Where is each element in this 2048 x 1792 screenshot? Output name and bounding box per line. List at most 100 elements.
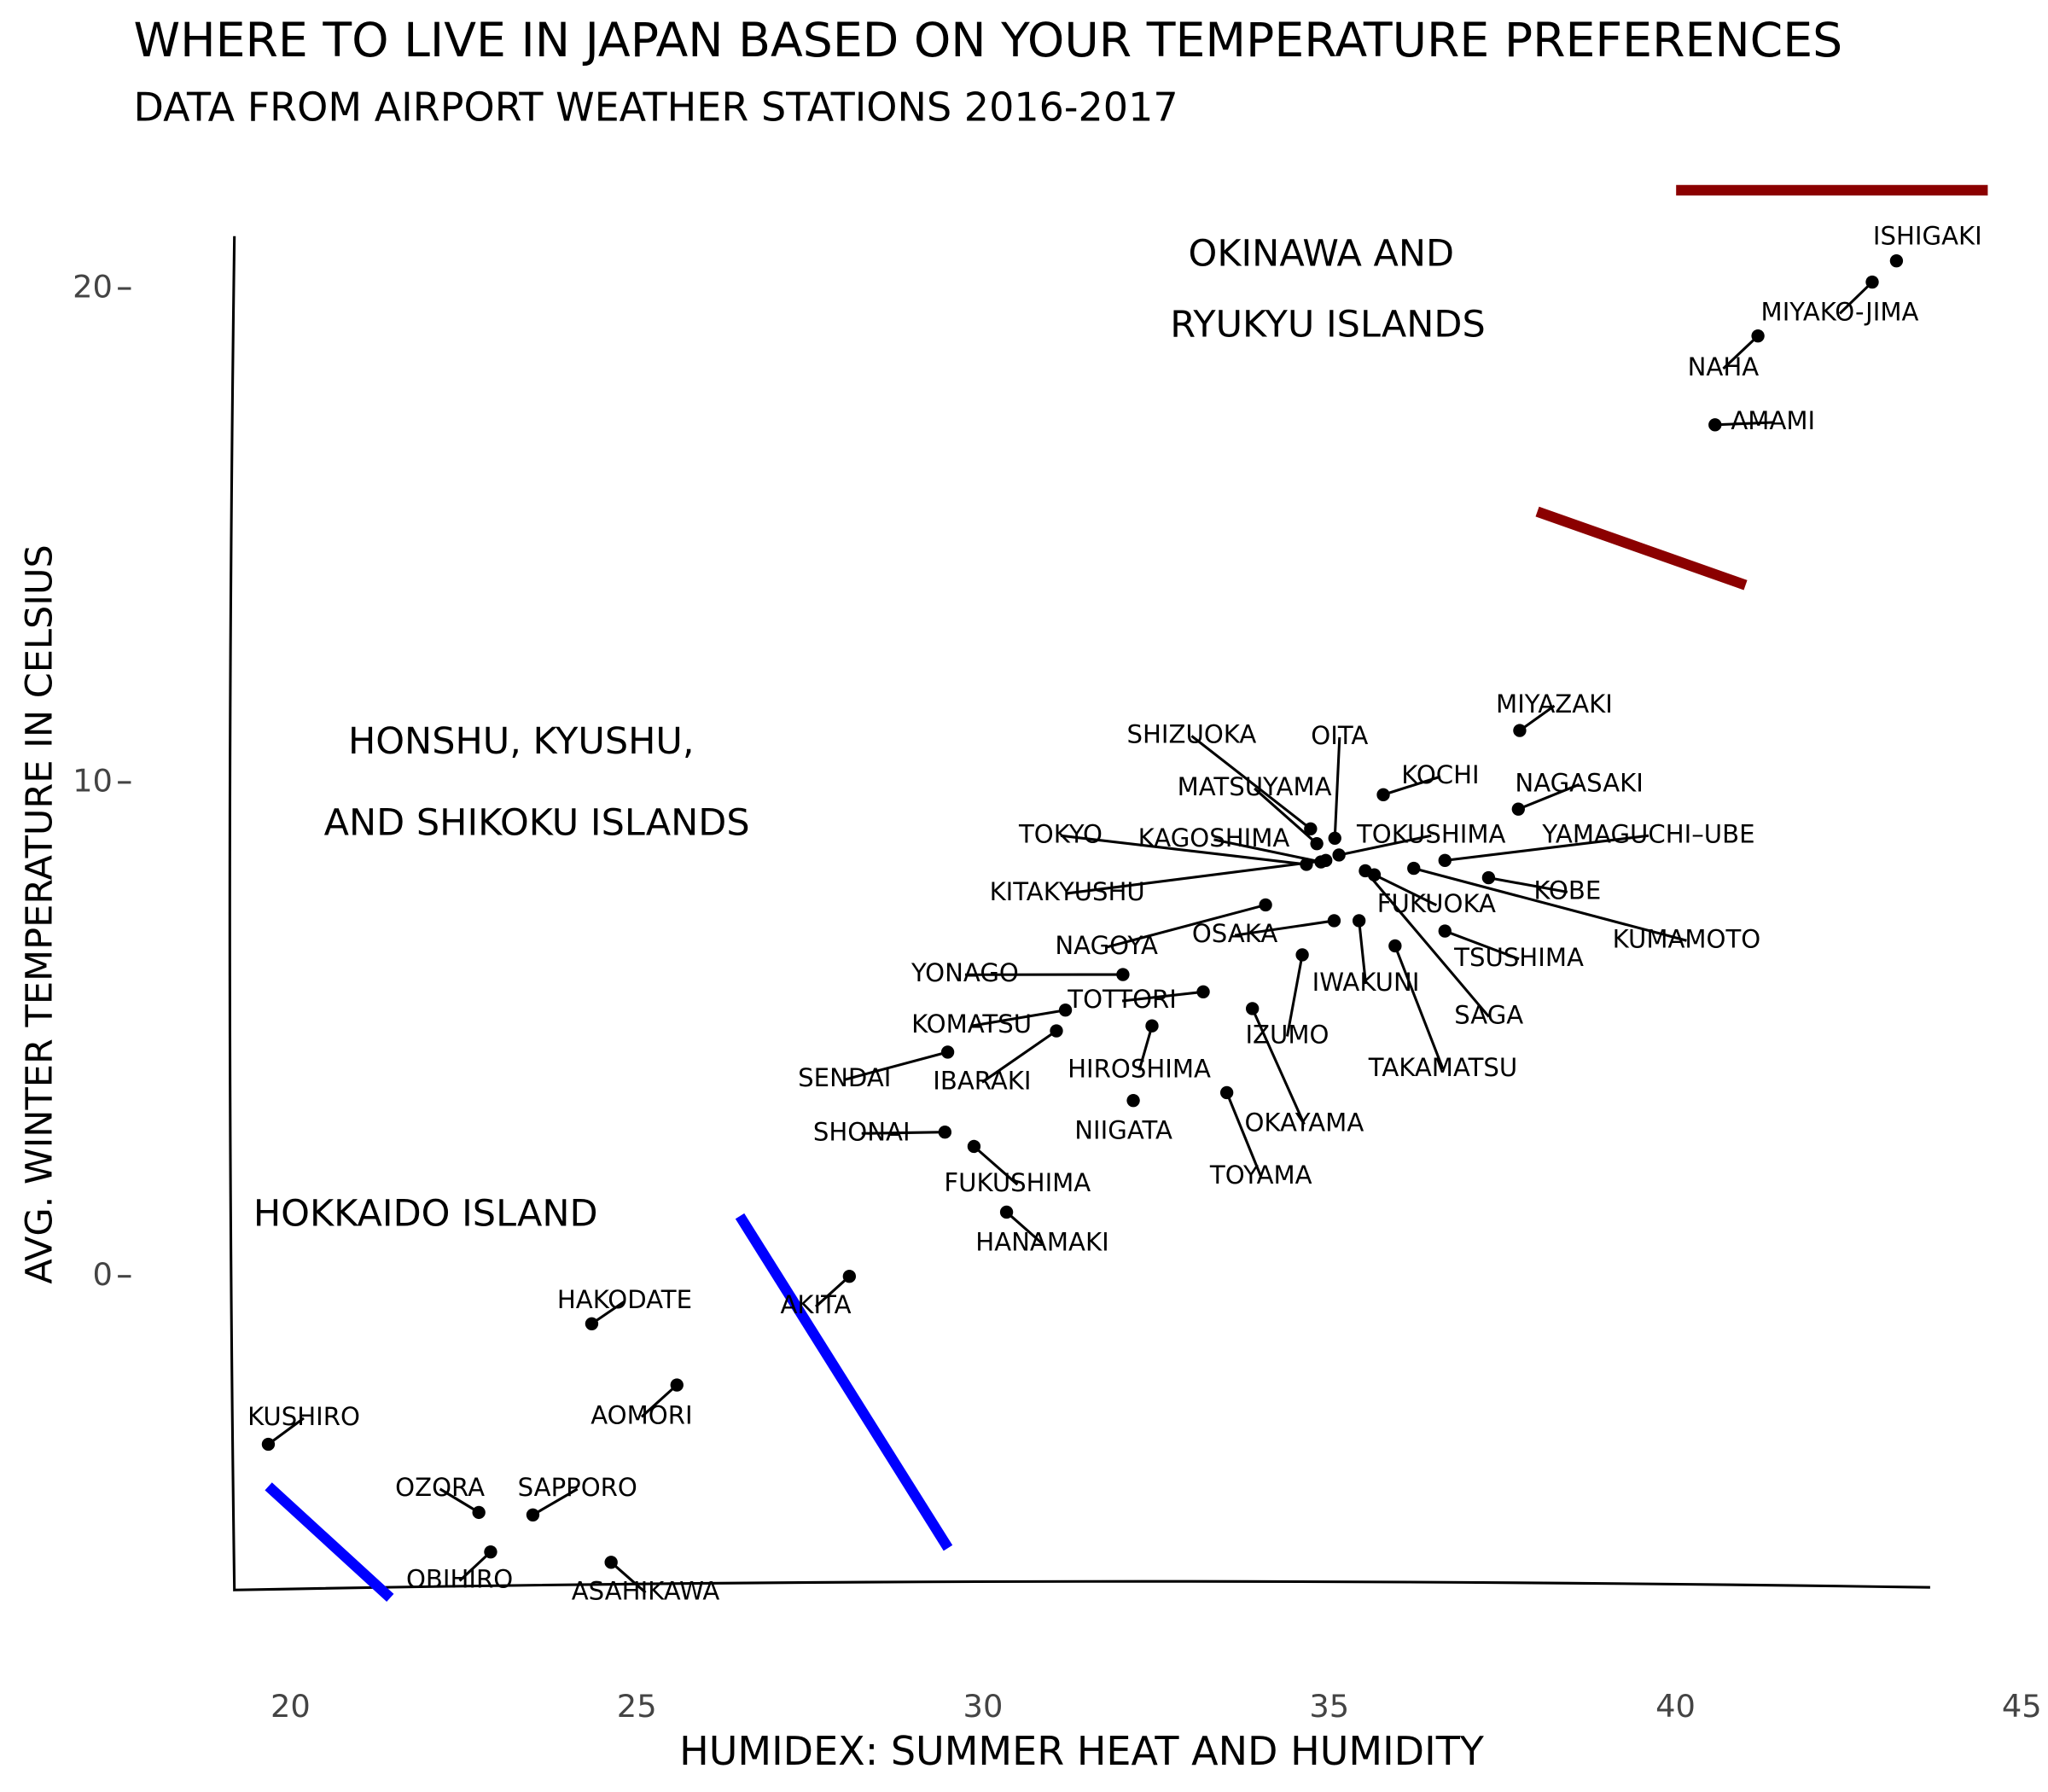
x-tick-label: 45 — [2002, 1688, 2042, 1725]
x-tick-label: 35 — [1309, 1688, 1349, 1725]
point — [1352, 914, 1366, 928]
y-tick-label: 0 — [93, 1256, 113, 1293]
point — [1407, 861, 1421, 876]
leader-line — [1382, 775, 1441, 796]
leader-line — [1714, 421, 1773, 427]
point-label: TOKUSHIMA — [1356, 819, 1506, 848]
y-axis-label: AVG. WINTER TEMPERATURE IN CELSIUS — [19, 544, 61, 1284]
x-axis-label: HUMIDEX: SUMMER HEAT AND HUMIDITY — [679, 1728, 1485, 1774]
x-tick-label: 25 — [617, 1688, 657, 1725]
x-tick-label: 30 — [963, 1688, 1004, 1725]
x-tick-label: 40 — [1655, 1688, 1696, 1725]
point — [1332, 848, 1346, 862]
leader-line — [1364, 870, 1490, 1018]
leader-line — [1225, 1091, 1263, 1178]
point-label: AMAMI — [1731, 406, 1815, 435]
point-label: HANAMAKI — [975, 1227, 1108, 1256]
point — [1116, 968, 1130, 981]
annotation: HONSHU, KYUSHU, — [348, 720, 695, 763]
leader-line — [1373, 873, 1438, 907]
leader-line — [1106, 903, 1266, 949]
leader-line — [1137, 1025, 1154, 1071]
point-label: MIYAKO-JIMA — [1761, 297, 1919, 326]
point — [526, 1508, 540, 1521]
point-label: SAGA — [1454, 1000, 1523, 1029]
point — [472, 1505, 486, 1520]
leader-line — [1005, 1211, 1044, 1245]
leader-line — [1488, 876, 1568, 893]
point — [1889, 253, 1904, 268]
y-tick-label: 10 — [73, 762, 113, 799]
annotation: AND SHIKOKU ISLANDS — [324, 801, 750, 844]
point — [1438, 853, 1452, 868]
point — [1388, 939, 1402, 953]
axis-line — [228, 236, 1930, 1591]
point — [1196, 985, 1210, 998]
point — [1376, 788, 1390, 802]
point-label: NAGOYA — [1055, 931, 1158, 960]
leader-line — [1285, 954, 1304, 1037]
x-tick-label: 20 — [271, 1688, 311, 1725]
point — [1219, 1085, 1234, 1100]
leader-line — [1254, 787, 1318, 845]
point-label: KOMATSU — [911, 1009, 1032, 1039]
point-label: KAGOSHIMA — [1138, 823, 1290, 852]
leader-line — [1190, 735, 1312, 830]
point-label: HIROSHIMA — [1068, 1054, 1211, 1083]
leader-line — [267, 1417, 305, 1446]
leader-line — [439, 1487, 480, 1514]
point-label: ASAHIKAWA — [572, 1576, 720, 1605]
leader-line — [1722, 335, 1760, 370]
point-label: SAPPORO — [518, 1473, 637, 1502]
point-label: OSAKA — [1192, 919, 1278, 948]
decoration-line — [735, 1213, 953, 1551]
point-label: TAKAMATSU — [1368, 1053, 1517, 1082]
point — [670, 1378, 684, 1392]
decoration-line — [1535, 506, 1748, 591]
leader-line — [1413, 867, 1687, 942]
point-label: IWAKUNI — [1312, 968, 1420, 997]
point-label: TOKYO — [1018, 819, 1103, 848]
point — [1319, 853, 1333, 868]
point-label: FUKUOKA — [1377, 889, 1496, 918]
point-label: NIIGATA — [1074, 1116, 1172, 1145]
point — [967, 1139, 981, 1154]
point — [999, 1205, 1014, 1219]
annotation: HOKKAIDO ISLAND — [253, 1193, 598, 1236]
point — [1481, 870, 1496, 885]
point-label: SHONAI — [813, 1117, 911, 1146]
point — [1245, 1002, 1260, 1015]
leader-line — [844, 1050, 948, 1081]
leader-line — [1338, 834, 1432, 857]
leader-line — [981, 1029, 1057, 1084]
point-label: NAHA — [1688, 352, 1760, 381]
point-label: TOYAMA — [1209, 1161, 1312, 1190]
point — [1145, 1019, 1159, 1033]
point-label: MATSUYAMA — [1178, 772, 1332, 801]
decoration-line — [265, 1482, 394, 1603]
point-label: OITA — [1311, 721, 1368, 750]
leader-line — [1393, 945, 1445, 1070]
point — [1304, 822, 1318, 835]
leader-line — [1517, 783, 1580, 811]
leader-line — [814, 1275, 851, 1308]
leader-line — [532, 1487, 579, 1516]
point — [261, 1437, 276, 1452]
annotation: OKINAWA AND — [1189, 232, 1455, 275]
point — [1259, 898, 1272, 912]
point — [842, 1270, 857, 1283]
point-label: OBIHIRO — [406, 1564, 513, 1593]
point-label: MIYAZAKI — [1496, 689, 1613, 719]
point-label: ISHIGAKI — [1873, 221, 1982, 250]
leader-line — [1060, 834, 1307, 866]
point-label: SENDAI — [798, 1063, 891, 1092]
annotation: RYUKYU ISLANDS — [1170, 303, 1486, 346]
point-label: KUSHIRO — [247, 1402, 360, 1431]
point — [1295, 948, 1309, 962]
leader-line — [1445, 834, 1649, 862]
point-label: KUMAMOTO — [1613, 924, 1761, 953]
leader-line — [1213, 838, 1322, 864]
point-label: IZUMO — [1245, 1020, 1329, 1049]
leader-line — [1067, 858, 1326, 895]
leader-line — [971, 1009, 1066, 1027]
